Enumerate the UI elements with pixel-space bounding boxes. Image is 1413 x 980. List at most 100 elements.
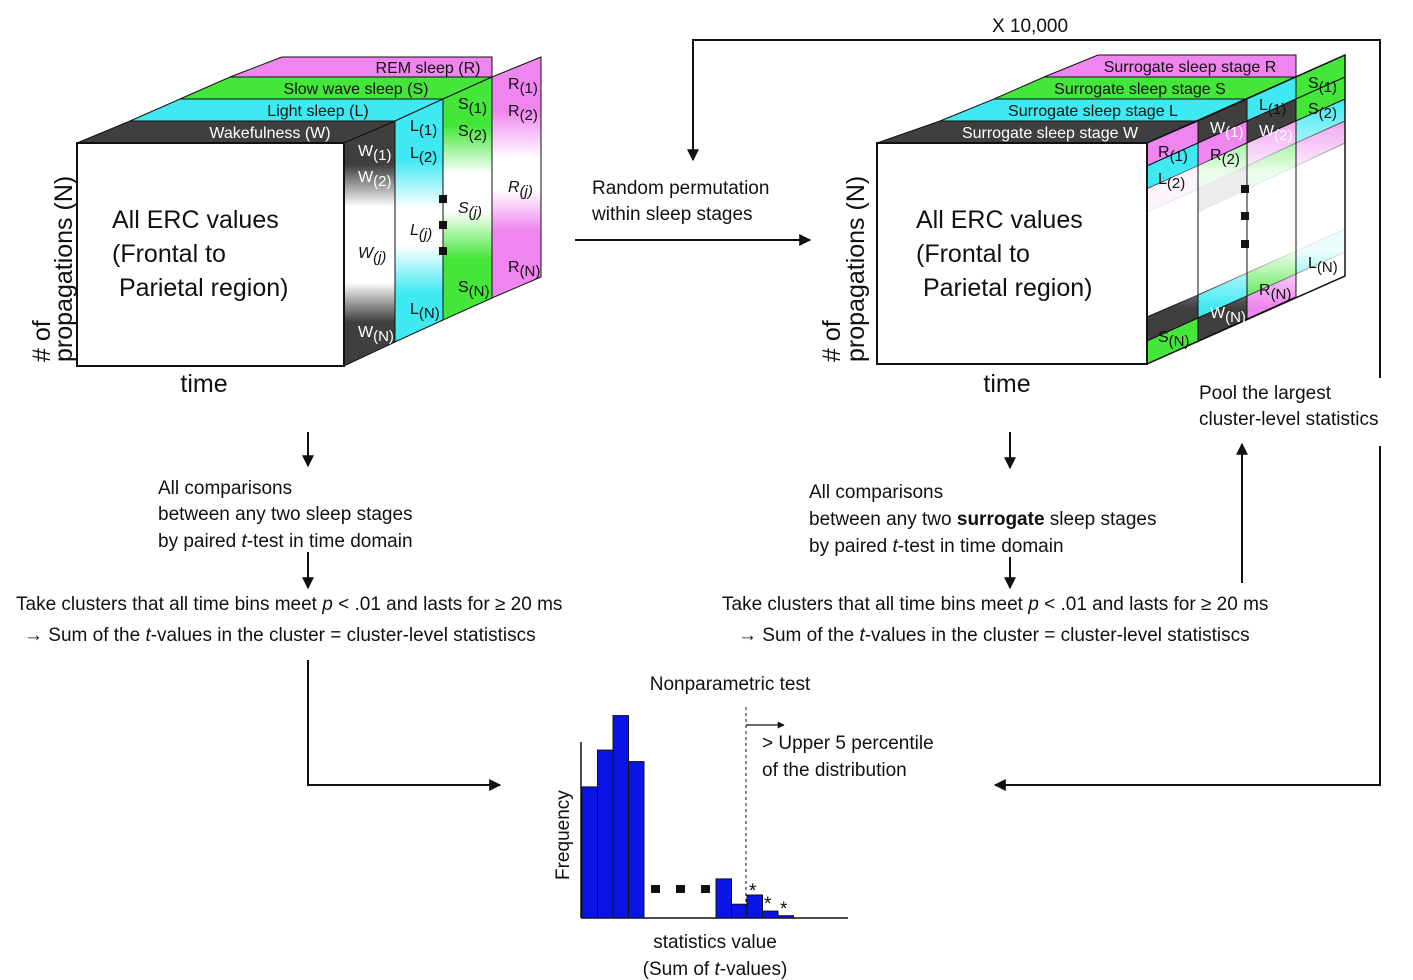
left-cell-l2: L(2) <box>410 145 437 166</box>
histogram-tail-bar-2 <box>731 903 748 919</box>
right-front-line2: (Frontal to <box>916 240 1030 268</box>
loop-arrow <box>687 39 1381 378</box>
histogram-bar-2 <box>597 749 614 919</box>
histogram-bar-3 <box>612 715 629 919</box>
left-to-histogram-arrow <box>307 660 502 791</box>
repeat-label: X 10,000 <box>992 16 1068 37</box>
left-cell-wn: W(N) <box>358 324 394 345</box>
right-rem-label: Surrogate sleep stage R <box>1104 59 1277 76</box>
right-cell-s2: S(2) <box>1308 101 1337 122</box>
left-cell-s2: S(2) <box>458 123 487 144</box>
left-wake-label: Wakefulness (W) <box>209 125 330 142</box>
right-cell-wn: W(N) <box>1210 305 1246 326</box>
left-step-line2: between any two sleep stages <box>158 504 413 525</box>
right-step-line1: All comparisons <box>809 482 943 503</box>
right-cell-sn: S(N) <box>1158 329 1190 350</box>
left-cluster-line1: Take clusters that all time bins meet p … <box>16 594 562 615</box>
right-cell-s1: S(1) <box>1308 75 1337 96</box>
histogram-threshold-line1: > Upper 5 percentile <box>762 733 934 754</box>
left-cluster-line2: → Sum of the t-values in the cluster = c… <box>24 625 536 646</box>
left-cell-w2: W(2) <box>358 169 391 190</box>
right-step-line2: between any two surrogate sleep stages <box>809 509 1156 530</box>
right-step-line3: by paired t-test in time domain <box>809 536 1064 557</box>
histogram-tail-bar-1 <box>715 878 732 919</box>
right-cell-w1: W(1) <box>1210 120 1243 141</box>
pool-line2: cluster-level statistics <box>1199 409 1379 430</box>
histogram-ylabel: Frequency <box>553 790 574 880</box>
left-cell-sn: S(N) <box>458 279 490 300</box>
histogram-threshold-line2: of the distribution <box>762 760 907 781</box>
right-cell-r2: R(2) <box>1210 147 1240 168</box>
histogram-tail-bar-3 <box>746 894 763 919</box>
left-cell-w1: W(1) <box>358 143 391 164</box>
right-cluster-line1: Take clusters that all time bins meet p … <box>722 594 1268 615</box>
right-cell-l2: L(2) <box>1158 171 1185 192</box>
left-cell-sj: S(j) <box>458 200 482 221</box>
histogram: Nonparametric test Frequency > Upper 5 p… <box>553 674 934 980</box>
left-yaxis-line1: # of <box>28 320 56 362</box>
permutation-line1: Random permutation <box>592 178 769 199</box>
right-front-line3: Parietal region) <box>916 274 1092 302</box>
left-cell-rj: R(j) <box>508 179 533 200</box>
histogram-gap-dot-1 <box>651 885 660 893</box>
right-light-label: Surrogate sleep stage L <box>1008 103 1178 120</box>
right-slow-label: Surrogate sleep stage S <box>1054 81 1226 98</box>
right-front-face <box>876 142 1148 365</box>
left-cell-r2: R(2) <box>508 103 538 124</box>
right-dot-3 <box>1241 240 1249 248</box>
left-cell-s1: S(1) <box>458 96 487 117</box>
histogram-tail-bar-5 <box>777 915 794 919</box>
histogram-star-1: * <box>749 881 757 902</box>
left-dot-2 <box>439 221 447 229</box>
right-cluster-line2: → Sum of the t-values in the cluster = c… <box>738 625 1250 646</box>
left-cube: REM sleep (R) Slow wave sleep (S) Light … <box>28 56 542 398</box>
left-cell-l1: L(1) <box>410 118 437 139</box>
left-dot-1 <box>439 195 447 203</box>
right-cell-ln: L(N) <box>1308 255 1338 276</box>
histogram-star-3: * <box>780 899 788 920</box>
left-cell-rn: R(N) <box>508 259 540 280</box>
histogram-bar-4 <box>628 761 645 919</box>
right-yaxis-line2: propagations (N) <box>842 176 870 362</box>
right-cell-l1: L(1) <box>1259 97 1286 118</box>
right-front-line1: All ERC values <box>916 206 1083 234</box>
left-step-line1: All comparisons <box>158 478 292 499</box>
histogram-bar-1 <box>581 786 598 919</box>
pool-line1: Pool the largest <box>1199 383 1332 404</box>
right-cell-r1: R(1) <box>1158 144 1188 165</box>
left-cell-lj: L(j) <box>410 222 432 243</box>
histogram-left-bars <box>581 715 645 919</box>
right-xaxis-label: time <box>983 370 1030 398</box>
left-front-face <box>76 142 345 367</box>
right-cell-w2: W(2) <box>1259 123 1292 144</box>
left-rem-label: REM sleep (R) <box>376 60 481 77</box>
right-yaxis-line1: # of <box>818 320 846 362</box>
left-front-line1: All ERC values <box>112 206 279 234</box>
right-cell-rn: R(N) <box>1259 282 1291 303</box>
left-front-line2: (Frontal to <box>112 240 226 268</box>
left-front-line3: Parietal region) <box>112 274 288 302</box>
right-dot-2 <box>1241 212 1249 220</box>
left-cell-ln: L(N) <box>410 301 440 322</box>
histogram-xlabel-line2: (Sum of t-values) <box>643 959 788 980</box>
permutation-line2: within sleep stages <box>591 204 753 225</box>
left-step-line3: by paired t-test in time domain <box>158 531 413 552</box>
left-cell-r1: R(1) <box>508 76 538 97</box>
histogram-star-2: * <box>764 894 772 915</box>
histogram-gap-dot-2 <box>676 885 685 893</box>
histogram-tail-bar-4 <box>762 910 779 919</box>
left-light-label: Light sleep (L) <box>267 103 368 120</box>
histogram-right-bars <box>715 878 794 919</box>
left-cell-wj: W(j) <box>358 245 386 266</box>
histogram-gap-dot-3 <box>701 885 710 893</box>
left-slow-label: Slow wave sleep (S) <box>284 81 429 98</box>
histogram-xlabel-line1: statistics value <box>653 932 777 953</box>
left-yaxis-line2: propagations (N) <box>50 176 78 362</box>
left-dot-3 <box>439 247 447 255</box>
histogram-title: Nonparametric test <box>650 674 811 695</box>
left-xaxis-label: time <box>180 370 227 398</box>
right-dot-1 <box>1241 185 1249 193</box>
right-wake-label: Surrogate sleep stage W <box>962 125 1139 142</box>
left-side-col-r <box>491 56 542 299</box>
